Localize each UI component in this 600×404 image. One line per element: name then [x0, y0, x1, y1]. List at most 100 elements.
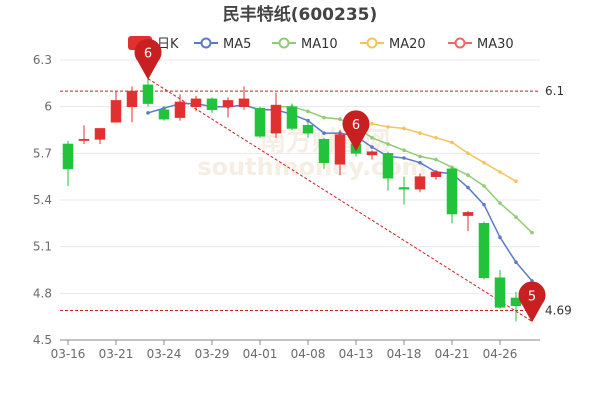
- candle-body: [462, 212, 474, 216]
- candle-body: [222, 100, 234, 107]
- legend-ma5-marker: [200, 37, 212, 49]
- candle-body: [126, 90, 138, 107]
- candle-body: [302, 125, 314, 134]
- y-tick-label: 4.8: [33, 286, 52, 300]
- y-tick-label: 5.1: [33, 240, 52, 254]
- candle-body: [414, 176, 426, 190]
- candle-body: [478, 223, 490, 279]
- pin-low-label: 5: [528, 289, 536, 304]
- ma20-point: [402, 126, 406, 131]
- x-tick-label: 03-24: [147, 347, 182, 361]
- ma5-point: [514, 260, 518, 265]
- legend-ma20-marker: [366, 37, 378, 49]
- ma5-point: [146, 111, 150, 115]
- legend-ma30-marker: [454, 37, 466, 49]
- candle-body: [494, 277, 506, 308]
- pin-high-label: 6: [144, 47, 152, 62]
- candle-body: [366, 151, 378, 156]
- ma20-point: [466, 151, 470, 156]
- x-tick-label: 04-08: [291, 347, 326, 361]
- candle-body: [110, 100, 122, 123]
- x-tick-label: 04-26: [483, 347, 518, 361]
- legend-ma30-label: MA30: [477, 37, 514, 52]
- ma5-point: [370, 145, 374, 149]
- x-tick-label: 04-01: [243, 347, 278, 361]
- pin-high: [134, 38, 162, 80]
- candle-body: [382, 153, 394, 179]
- candle-body: [190, 98, 202, 107]
- candle-body: [286, 106, 298, 129]
- ref-line-high-label: 6.1: [545, 84, 564, 98]
- y-tick-label: 5.4: [33, 193, 52, 207]
- x-tick-label: 03-21: [99, 347, 134, 361]
- y-tick-label: 6: [44, 100, 52, 114]
- ma10-point: [402, 148, 406, 153]
- x-tick-label: 04-13: [339, 347, 374, 361]
- candle-body: [238, 98, 250, 107]
- y-tick-label: 6.3: [33, 53, 52, 67]
- ma20-point: [450, 140, 454, 145]
- candle-body: [334, 134, 346, 165]
- x-tick-label: 04-18: [387, 347, 422, 361]
- candle-body: [446, 168, 458, 215]
- ma20-point: [418, 131, 422, 135]
- chart-title: 民丰特纸(600235): [223, 4, 378, 25]
- ma10-point: [418, 154, 422, 159]
- candles: [62, 78, 538, 322]
- trend-line: [147, 78, 533, 322]
- ma5-point: [466, 185, 470, 190]
- candle-body: [398, 187, 410, 190]
- ma10-point: [322, 115, 326, 120]
- candle-body: [254, 107, 266, 137]
- legend-ma20-label: MA20: [389, 37, 426, 52]
- ma5-point: [322, 131, 326, 135]
- candle-body: [318, 139, 330, 163]
- ma5-point: [482, 202, 486, 207]
- candle-body: [158, 109, 170, 120]
- reference-lines: 6.1 4.69: [60, 78, 572, 322]
- ma10-point: [482, 184, 486, 188]
- ma10-point: [466, 173, 470, 177]
- y-tick-label: 5.7: [33, 146, 52, 160]
- ma5-point: [498, 235, 502, 240]
- ma20-point: [370, 121, 374, 126]
- ma5-point: [418, 160, 422, 165]
- candle-body: [94, 128, 106, 140]
- x-tick-label: 04-21: [435, 347, 470, 361]
- legend-ma5-label: MA5: [223, 37, 251, 52]
- x-tick-label: 03-29: [195, 347, 230, 361]
- pins: 6 6 5: [134, 38, 546, 323]
- ma10-point: [386, 142, 390, 146]
- candle-body: [142, 84, 154, 104]
- pin-mid: [342, 110, 370, 152]
- ref-line-low-label: 4.69: [545, 303, 572, 317]
- pin-mid-label: 6: [352, 118, 360, 133]
- legend-ma10-marker: [278, 37, 290, 49]
- ma20-point: [434, 135, 438, 140]
- legend-ma10-label: MA10: [301, 37, 338, 52]
- ma10-point: [514, 215, 518, 219]
- ma10-point: [498, 201, 502, 205]
- pin-low: [518, 281, 546, 323]
- ma10-point: [434, 157, 438, 162]
- ma10-point: [370, 135, 374, 140]
- ma20-point: [498, 170, 502, 174]
- ma10-point: [306, 109, 310, 114]
- candle-body: [270, 104, 282, 134]
- ma10-point: [530, 230, 534, 235]
- ma20-line: [371, 123, 517, 182]
- candle-body: [78, 139, 90, 141]
- candle-body: [62, 143, 74, 170]
- ma5-point: [402, 156, 406, 160]
- y-tick-label: 4.5: [33, 333, 52, 347]
- candle-body: [206, 98, 218, 111]
- candle-body: [174, 101, 186, 118]
- ma5-point: [306, 118, 310, 123]
- axes: 4.5 4.8 5.1 5.4 5.7 6 6.3 03-16 03-21 03-24 03-29 0…: [33, 53, 540, 361]
- ma20-point: [386, 125, 390, 129]
- x-tick-label: 03-16: [51, 347, 86, 361]
- candle-body: [430, 171, 442, 177]
- legend-kline-label: 日K: [157, 37, 179, 52]
- chart-legend[interactable]: 日K MA5 MA10 MA20 MA30: [128, 36, 514, 52]
